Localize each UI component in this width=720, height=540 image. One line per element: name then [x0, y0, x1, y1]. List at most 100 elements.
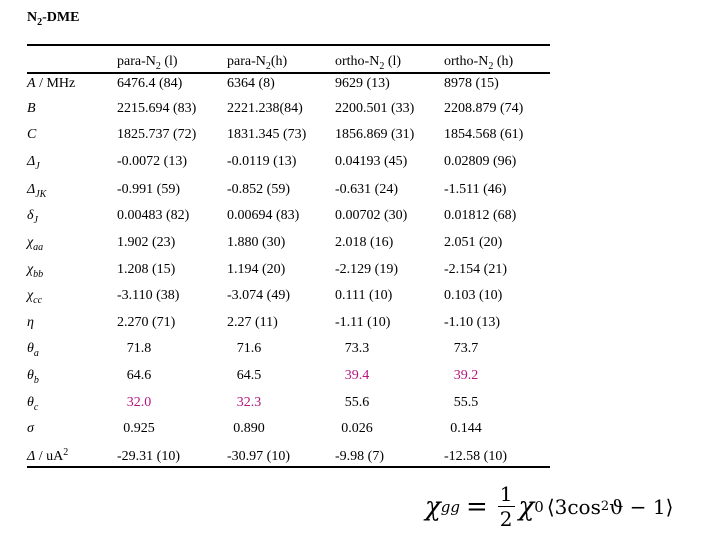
- column-header-text: para-N: [227, 54, 266, 69]
- cell: 2200.501 (33): [335, 101, 415, 116]
- cell: 0.144: [450, 421, 482, 436]
- cell: -0.631 (24): [335, 182, 398, 197]
- formula-close: ϑ − 1⟩: [609, 494, 674, 519]
- cell: 73.3: [344, 341, 370, 356]
- cell: 2.270 (71): [117, 315, 176, 330]
- cell: -3.110 (38): [117, 288, 180, 303]
- cell: -3.074 (49): [227, 288, 290, 303]
- column-header: ortho-N2 (l): [335, 53, 401, 72]
- cell: -1.511 (46): [444, 182, 507, 197]
- formula-num: 1: [497, 482, 515, 507]
- cell: 0.00694 (83): [227, 208, 300, 223]
- cell: 6364 (8): [227, 76, 275, 91]
- header-rule: [27, 72, 550, 74]
- column-header-rest: (l): [160, 54, 178, 69]
- column-header-sub: 2: [488, 61, 494, 72]
- cell: 0.02809 (96): [444, 154, 517, 169]
- row-label-text: B: [27, 101, 36, 116]
- cell: 39.4: [344, 368, 370, 383]
- cell: 1856.869 (31): [335, 127, 415, 142]
- column-header-sub: 2: [379, 61, 385, 72]
- cell: 2.018 (16): [335, 235, 394, 250]
- cell: 9629 (13): [335, 76, 390, 91]
- row-label-text: A: [27, 76, 36, 91]
- cell: -0.0072 (13): [117, 154, 187, 169]
- table-bottom-rule: [27, 466, 550, 468]
- column-header-sub: 2: [155, 61, 161, 72]
- row-label-sub: JK: [35, 189, 47, 200]
- row-label-rest: / MHz: [35, 76, 76, 91]
- cell: 55.5: [453, 395, 479, 410]
- cell: 64.5: [236, 368, 262, 383]
- formula-den: 2: [499, 507, 513, 531]
- cell: 1831.345 (73): [227, 127, 307, 142]
- cell: -1.11 (10): [335, 315, 391, 330]
- cell: 1825.737 (72): [117, 127, 197, 142]
- row-label: Δ / uA2: [27, 448, 68, 466]
- row-label: θa: [27, 340, 39, 359]
- row-label-sub: cc: [33, 295, 43, 306]
- formula-open: ⟨3cos: [546, 494, 601, 519]
- cell: 0.00702 (30): [335, 208, 408, 223]
- column-header: para-N2(h): [227, 53, 287, 72]
- title-sub: 2: [37, 17, 43, 28]
- formula-lhs: χ: [425, 491, 441, 522]
- column-header-text: ortho-N: [444, 54, 489, 69]
- column-header-text: ortho-N: [335, 54, 380, 69]
- column-header-sub: 2: [265, 61, 271, 72]
- title-rest: -DME: [42, 10, 80, 25]
- cell: 73.7: [453, 341, 479, 356]
- cell: 1.208 (15): [117, 262, 176, 277]
- cell: -29.31 (10): [117, 449, 180, 464]
- row-label-text: χ: [27, 288, 34, 303]
- cell: 64.6: [126, 368, 152, 383]
- row-label-sub: aa: [33, 242, 44, 253]
- cell: 0.04193 (45): [335, 154, 408, 169]
- cell: -30.97 (10): [227, 449, 290, 464]
- row-label-text: θ: [27, 395, 34, 410]
- cell: -2.154 (21): [444, 262, 507, 277]
- row-label: χcc: [27, 287, 43, 306]
- title: N2-DME: [27, 9, 80, 28]
- title-text: N: [27, 10, 38, 25]
- row-label-sub: J: [35, 161, 40, 172]
- row-label-sub: a: [33, 348, 39, 359]
- row-label-text: θ: [27, 368, 34, 383]
- cell: 0.01812 (68): [444, 208, 517, 223]
- cell: 0.103 (10): [444, 288, 503, 303]
- cell: 71.8: [126, 341, 152, 356]
- row-label: χaa: [27, 234, 44, 253]
- cell: 2.27 (11): [227, 315, 278, 330]
- cell: 2221.238(84): [227, 101, 303, 116]
- cell: 1.902 (23): [117, 235, 176, 250]
- cell: 1854.568 (61): [444, 127, 524, 142]
- cell: -1.10 (13): [444, 315, 500, 330]
- row-label-rest: / uA: [35, 449, 64, 464]
- row-label-text: θ: [27, 341, 34, 356]
- row-label-sub: b: [33, 375, 39, 386]
- table-top-rule: [27, 44, 550, 46]
- row-label: θc: [27, 394, 38, 413]
- cell: 2215.694 (83): [117, 101, 197, 116]
- row-label-text: χ: [27, 235, 34, 250]
- row-label-text: η: [27, 315, 34, 330]
- row-label-text: Δ: [27, 154, 36, 169]
- row-label: C: [27, 126, 36, 144]
- cell: 32.3: [236, 395, 262, 410]
- cell: 0.111 (10): [335, 288, 393, 303]
- column-header: para-N2 (l): [117, 53, 178, 72]
- cell: -12.58 (10): [444, 449, 507, 464]
- formula-eq: =: [465, 491, 488, 522]
- column-header-text: para-N: [117, 54, 156, 69]
- cell: 2208.879 (74): [444, 101, 524, 116]
- row-label-text: σ: [27, 421, 34, 436]
- cell: 32.0: [126, 395, 152, 410]
- row-label-text: χ: [27, 262, 34, 277]
- cell: -0.0119 (13): [227, 154, 297, 169]
- cell: 2.051 (20): [444, 235, 503, 250]
- cell: 8978 (15): [444, 76, 499, 91]
- row-label: ΔJK: [27, 181, 47, 200]
